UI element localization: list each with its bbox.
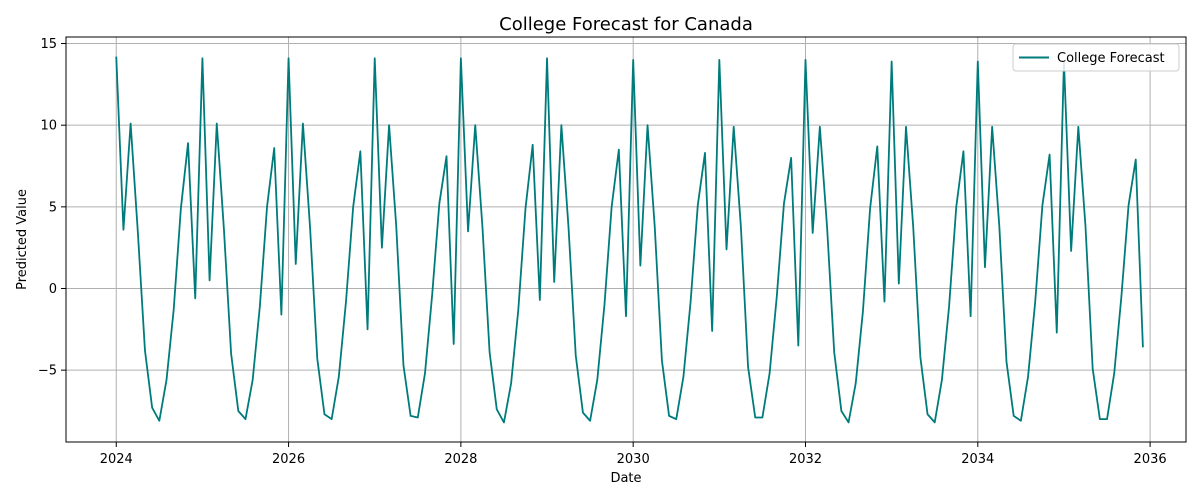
y-tick-label: −5 xyxy=(38,364,57,379)
x-tick-label: 2034 xyxy=(961,452,994,467)
x-tick-label: 2036 xyxy=(1134,452,1167,467)
y-axis: −5 0 5 10 15 xyxy=(38,37,66,379)
y-tick-label: 10 xyxy=(40,119,57,134)
legend-box xyxy=(1012,43,1180,72)
x-tick-label: 2032 xyxy=(789,452,822,467)
x-tick-label: 2024 xyxy=(100,452,133,467)
y-tick-label: 15 xyxy=(40,37,57,52)
series-line xyxy=(115,56,1144,424)
series-layer xyxy=(115,56,1144,424)
x-tick-label: 2026 xyxy=(272,452,305,467)
y-axis-title: Predicted Value xyxy=(15,189,30,290)
legend-label: College Forecast xyxy=(1057,51,1165,66)
x-tick-label: 2028 xyxy=(444,452,477,467)
chart-title: College Forecast for Canada xyxy=(499,14,753,35)
y-tick-label: 5 xyxy=(49,200,57,215)
legend: College Forecast xyxy=(1012,43,1180,72)
plot-frame xyxy=(65,36,1187,443)
y-tick-label: 0 xyxy=(49,282,57,297)
x-axis-title: Date xyxy=(610,471,641,486)
x-axis: 2024 2026 2028 2030 2032 2034 2036 xyxy=(100,442,1167,467)
x-tick-label: 2030 xyxy=(617,452,650,467)
